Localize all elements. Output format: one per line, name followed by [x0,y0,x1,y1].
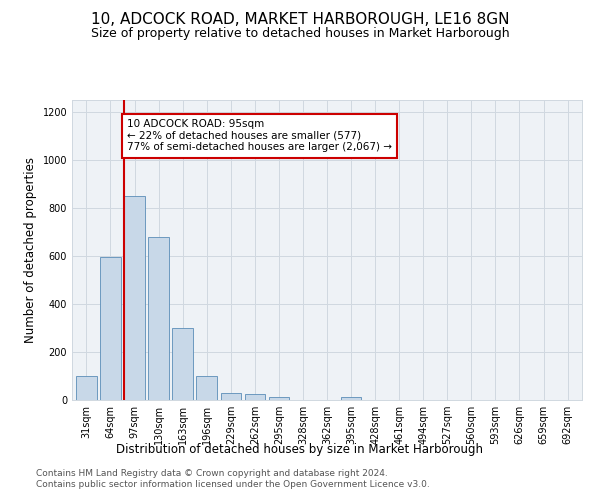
Bar [245,394,265,400]
Text: 10, ADCOCK ROAD, MARKET HARBOROUGH, LE16 8GN: 10, ADCOCK ROAD, MARKET HARBOROUGH, LE16… [91,12,509,28]
Bar [124,196,145,400]
Text: Size of property relative to detached houses in Market Harborough: Size of property relative to detached ho… [91,28,509,40]
Text: Contains HM Land Registry data © Crown copyright and database right 2024.: Contains HM Land Registry data © Crown c… [36,468,388,477]
Bar [269,397,289,400]
Bar [196,376,217,400]
Bar [221,393,241,400]
Bar [341,397,361,400]
Bar [172,328,193,400]
Bar [148,237,169,400]
Text: Contains public sector information licensed under the Open Government Licence v3: Contains public sector information licen… [36,480,430,489]
Bar [76,376,97,400]
Text: Distribution of detached houses by size in Market Harborough: Distribution of detached houses by size … [116,442,484,456]
Y-axis label: Number of detached properties: Number of detached properties [24,157,37,343]
Bar [100,257,121,400]
Text: 10 ADCOCK ROAD: 95sqm
← 22% of detached houses are smaller (577)
77% of semi-det: 10 ADCOCK ROAD: 95sqm ← 22% of detached … [127,119,392,152]
